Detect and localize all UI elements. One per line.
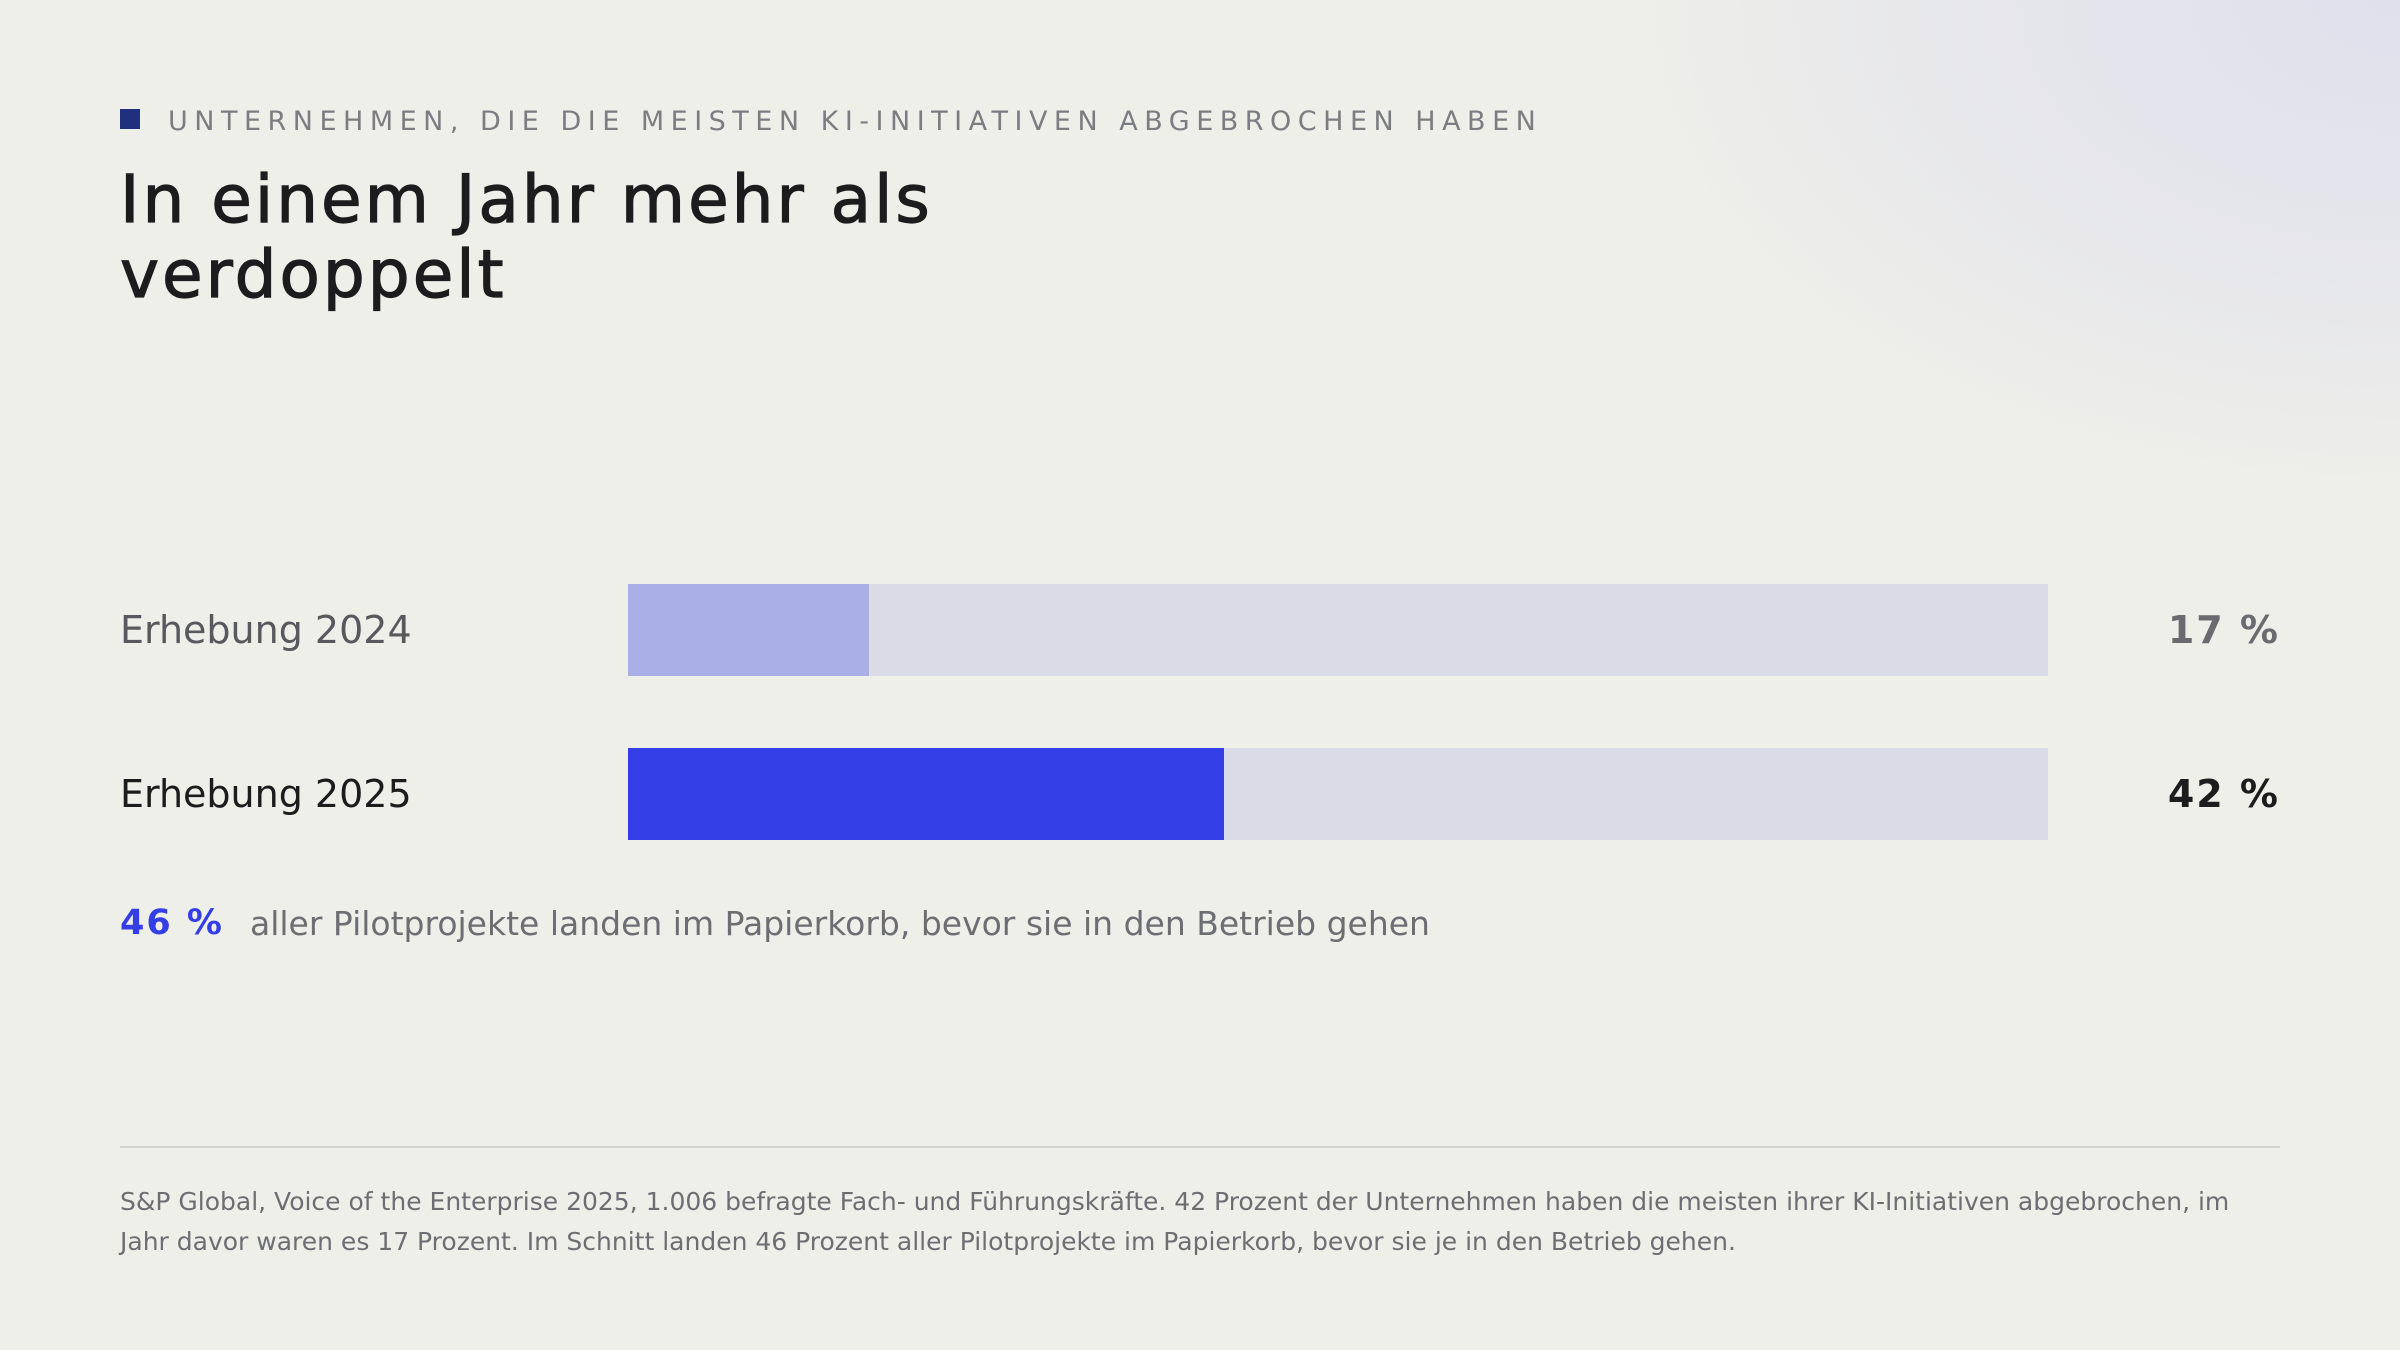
category-label-2025: Erhebung 2025 <box>120 772 412 816</box>
bar-2024 <box>628 584 870 676</box>
divider <box>120 1146 2280 1148</box>
bar-2025 <box>628 748 1225 840</box>
source-note: S&P Global, Voice of the Enterprise 2025… <box>120 1187 2230 1256</box>
value-label-2025: 42 % <box>2167 772 2280 816</box>
pilot-note: 46 % aller Pilotprojekte landen im Papie… <box>120 898 1430 948</box>
eyebrow: UNTERNEHMEN, DIE DIE MEISTEN KI-INITIATI… <box>120 104 1542 138</box>
bar-row-2024: Erhebung 2024 17 % <box>0 584 2400 676</box>
bar-row-2025: Erhebung 2025 42 % <box>0 748 2400 840</box>
bar-track-2024 <box>628 584 2048 676</box>
page-title: In einem Jahr mehr als verdoppelt <box>119 161 933 313</box>
category-label-2024: Erhebung 2024 <box>120 608 412 652</box>
value-label-2024: 17 % <box>2167 608 2280 652</box>
square-bullet-icon <box>120 109 140 129</box>
eyebrow-text: UNTERNEHMEN, DIE DIE MEISTEN KI-INITIATI… <box>168 105 1543 137</box>
bar-track-2025 <box>628 748 2048 840</box>
note-value: 46 % <box>120 903 224 943</box>
note-text: aller Pilotprojekte landen im Papierkorb… <box>249 903 1430 943</box>
